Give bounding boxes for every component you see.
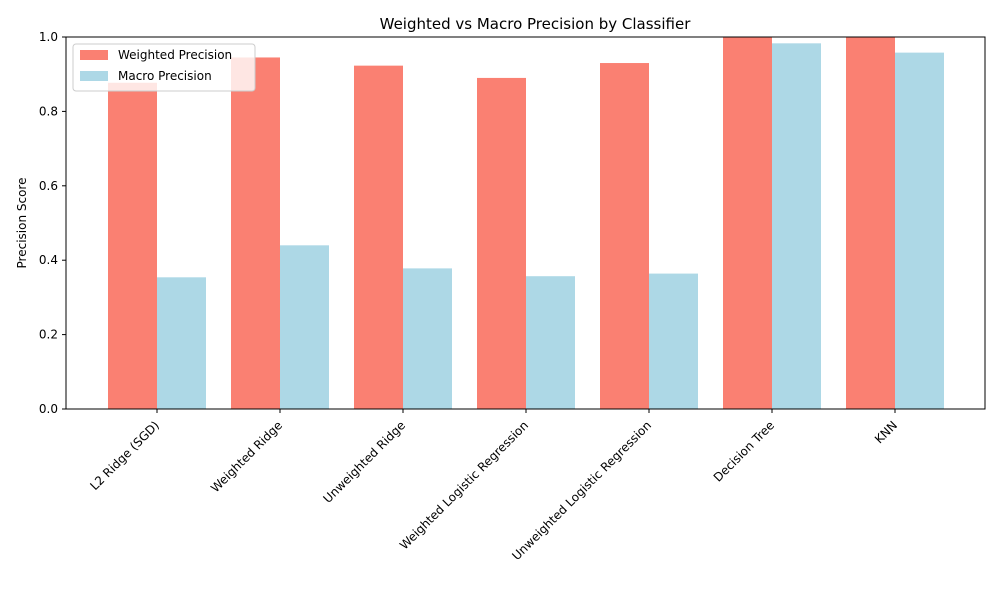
x-tick-label: Weighted Ridge: [208, 418, 285, 495]
bar-weighted-2: [354, 65, 403, 410]
legend-swatch: [80, 50, 108, 60]
bar-macro-2: [403, 268, 452, 409]
x-tick-label: Unweighted Logistic Regression: [509, 418, 654, 563]
legend: Weighted Precision Macro Precision: [72, 43, 256, 92]
y-tick-label: 0.2: [39, 328, 58, 342]
bar-weighted-6: [846, 37, 895, 409]
bar-weighted-5: [723, 37, 772, 409]
y-tick-label: 0.6: [39, 179, 58, 193]
x-tick-label: L2 Ridge (SGD): [87, 418, 162, 493]
chart-title: Weighted vs Macro Precision by Classifie…: [380, 15, 692, 33]
y-tick-label: 0.8: [39, 104, 58, 118]
bar-macro-5: [772, 43, 821, 409]
legend-box: [72, 43, 256, 92]
y-tick-label: 0.0: [39, 402, 58, 416]
bar-weighted-3: [477, 77, 526, 410]
x-tick-label: KNN: [872, 418, 900, 446]
legend-swatch: [80, 71, 108, 81]
y-tick-label: 1.0: [39, 30, 58, 44]
x-tick-label: Unweighted Ridge: [320, 418, 408, 506]
bar-weighted-4: [600, 63, 649, 409]
x-tick-label: Weighted Logistic Regression: [397, 418, 531, 552]
bar-macro-1: [280, 245, 329, 409]
y-axis-title: Precision Score: [15, 178, 29, 269]
bar-macro-6: [895, 52, 944, 410]
bars-layer: [108, 37, 944, 410]
legend-label: Macro Precision: [118, 69, 212, 83]
legend-label: Weighted Precision: [118, 48, 232, 62]
bar-macro-4: [649, 273, 698, 409]
bar-weighted-0: [108, 82, 157, 410]
x-tick-label: Decision Tree: [711, 418, 777, 484]
y-tick-label: 0.4: [39, 253, 58, 267]
bar-macro-0: [157, 277, 206, 409]
bar-weighted-1: [231, 57, 280, 410]
bar-macro-3: [526, 276, 575, 409]
